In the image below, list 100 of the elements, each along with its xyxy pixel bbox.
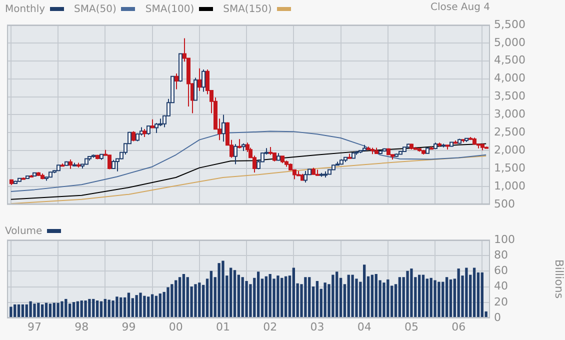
bar — [426, 278, 428, 318]
bar — [438, 282, 440, 318]
bar — [418, 274, 421, 318]
bar — [304, 277, 307, 318]
bar — [422, 274, 425, 318]
bar — [33, 304, 36, 318]
bar — [245, 281, 248, 318]
y-tick-label: 500 — [494, 197, 515, 210]
legend-label: SMA(150) — [223, 4, 272, 15]
bar — [210, 270, 213, 318]
y-tick-label: 4,500 — [494, 54, 526, 67]
y-tick-label: 5,000 — [494, 36, 526, 49]
y-tick-label: 2,000 — [494, 143, 526, 156]
x-tick-label: 06 — [452, 320, 466, 334]
y-tick-label: 1,500 — [494, 161, 526, 174]
candlestick — [174, 72, 178, 90]
bar — [60, 301, 64, 318]
x-tick-label: 02 — [263, 320, 278, 334]
y-tick-label: 40 — [494, 280, 508, 293]
bar — [264, 276, 268, 318]
bar — [150, 294, 154, 318]
bar — [92, 298, 95, 318]
bar — [410, 268, 413, 318]
bar — [355, 278, 358, 318]
candlestick — [222, 114, 226, 142]
bar — [386, 279, 390, 318]
bar — [178, 277, 182, 318]
candlestick — [132, 130, 136, 142]
bar — [398, 277, 402, 318]
candlestick — [198, 68, 202, 92]
bar — [222, 260, 224, 318]
candlestick — [108, 154, 112, 170]
x-tick-label: 04 — [357, 320, 372, 334]
bar — [370, 274, 374, 318]
bar — [233, 270, 236, 318]
bar — [218, 263, 220, 318]
bar — [116, 296, 118, 318]
bar — [268, 274, 272, 318]
bar — [166, 287, 170, 318]
bar — [434, 280, 436, 318]
bar — [457, 268, 460, 318]
text: Close Aug 4 — [430, 2, 490, 13]
bar — [382, 282, 386, 318]
bar — [363, 264, 366, 318]
bar — [276, 276, 280, 318]
candlestick — [194, 77, 198, 101]
bar — [64, 298, 68, 318]
bar — [284, 276, 288, 318]
bar — [324, 282, 326, 318]
y-tick-label: 1,000 — [494, 179, 526, 192]
bar — [135, 295, 138, 318]
bar — [29, 301, 32, 318]
y-tick-label: 5,500 — [494, 18, 526, 31]
bar — [120, 297, 122, 318]
bar — [241, 277, 244, 318]
bar — [316, 281, 319, 318]
bar — [292, 268, 295, 318]
bar — [194, 284, 197, 318]
bar — [127, 292, 130, 318]
x-tick-label: 98 — [74, 320, 89, 334]
x-tick-label: 00 — [168, 320, 183, 334]
bar — [158, 293, 162, 318]
y-axis-title: Billions — [552, 259, 565, 299]
bar — [308, 277, 311, 318]
candlestick — [234, 144, 238, 165]
x-tick-label: 03 — [310, 320, 324, 334]
bar — [347, 274, 350, 318]
bar — [374, 274, 378, 318]
bar — [449, 279, 452, 318]
bar — [112, 300, 114, 318]
bar — [476, 272, 480, 318]
candlestick — [304, 170, 308, 184]
y-tick-label: 2,500 — [494, 126, 526, 138]
bar — [406, 270, 409, 318]
x-tick-label: 99 — [122, 320, 136, 334]
bar — [143, 296, 146, 318]
y-tick-label: 3,500 — [494, 90, 526, 103]
legend-label: SMA(100) — [145, 4, 194, 15]
bar — [96, 300, 99, 318]
bar — [336, 272, 338, 318]
bar — [280, 278, 284, 318]
candlestick — [154, 122, 158, 134]
bar — [198, 282, 201, 318]
bar — [56, 302, 60, 318]
bar — [104, 298, 106, 318]
bar — [182, 274, 186, 318]
legend-label: SMA(50) — [74, 4, 116, 15]
legend-label: Monthly — [5, 4, 46, 15]
candlestick — [202, 68, 206, 92]
bar — [147, 296, 150, 318]
bar — [108, 300, 110, 318]
bar — [256, 272, 260, 318]
bar — [80, 300, 83, 318]
x-tick-label: 01 — [216, 320, 230, 334]
bar — [162, 292, 166, 318]
bar — [174, 280, 178, 318]
bar — [230, 268, 232, 318]
bar — [480, 272, 484, 318]
y-tick-label: 0 — [494, 310, 501, 324]
bar — [465, 268, 468, 318]
